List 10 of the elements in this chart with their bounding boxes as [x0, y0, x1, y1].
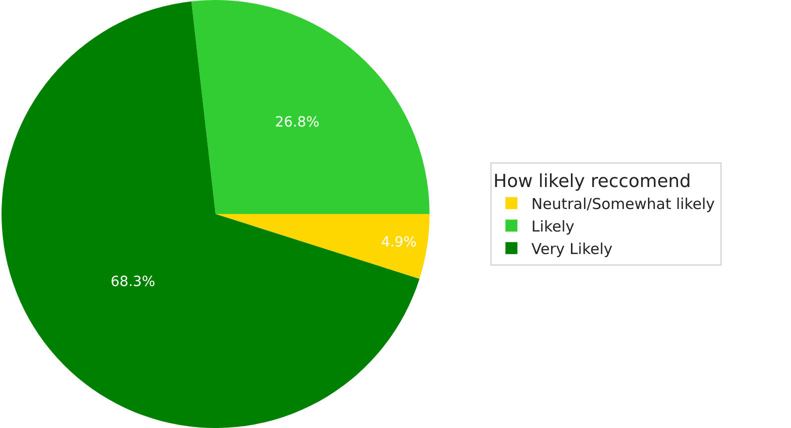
legend-title: How likely reccomend — [493, 170, 691, 192]
pie-slice — [2, 1, 420, 428]
pie-slice — [191, 0, 430, 214]
legend-label: Likely — [531, 218, 574, 236]
data-label: 68.3% — [110, 274, 156, 290]
data-label: 26.8% — [274, 114, 320, 131]
legend-label: Very Likely — [531, 240, 613, 258]
pie-slice — [216, 214, 430, 279]
data-label: 4.9% — [381, 234, 417, 250]
legend-label: Neutral/Somewhat likely — [531, 195, 715, 213]
